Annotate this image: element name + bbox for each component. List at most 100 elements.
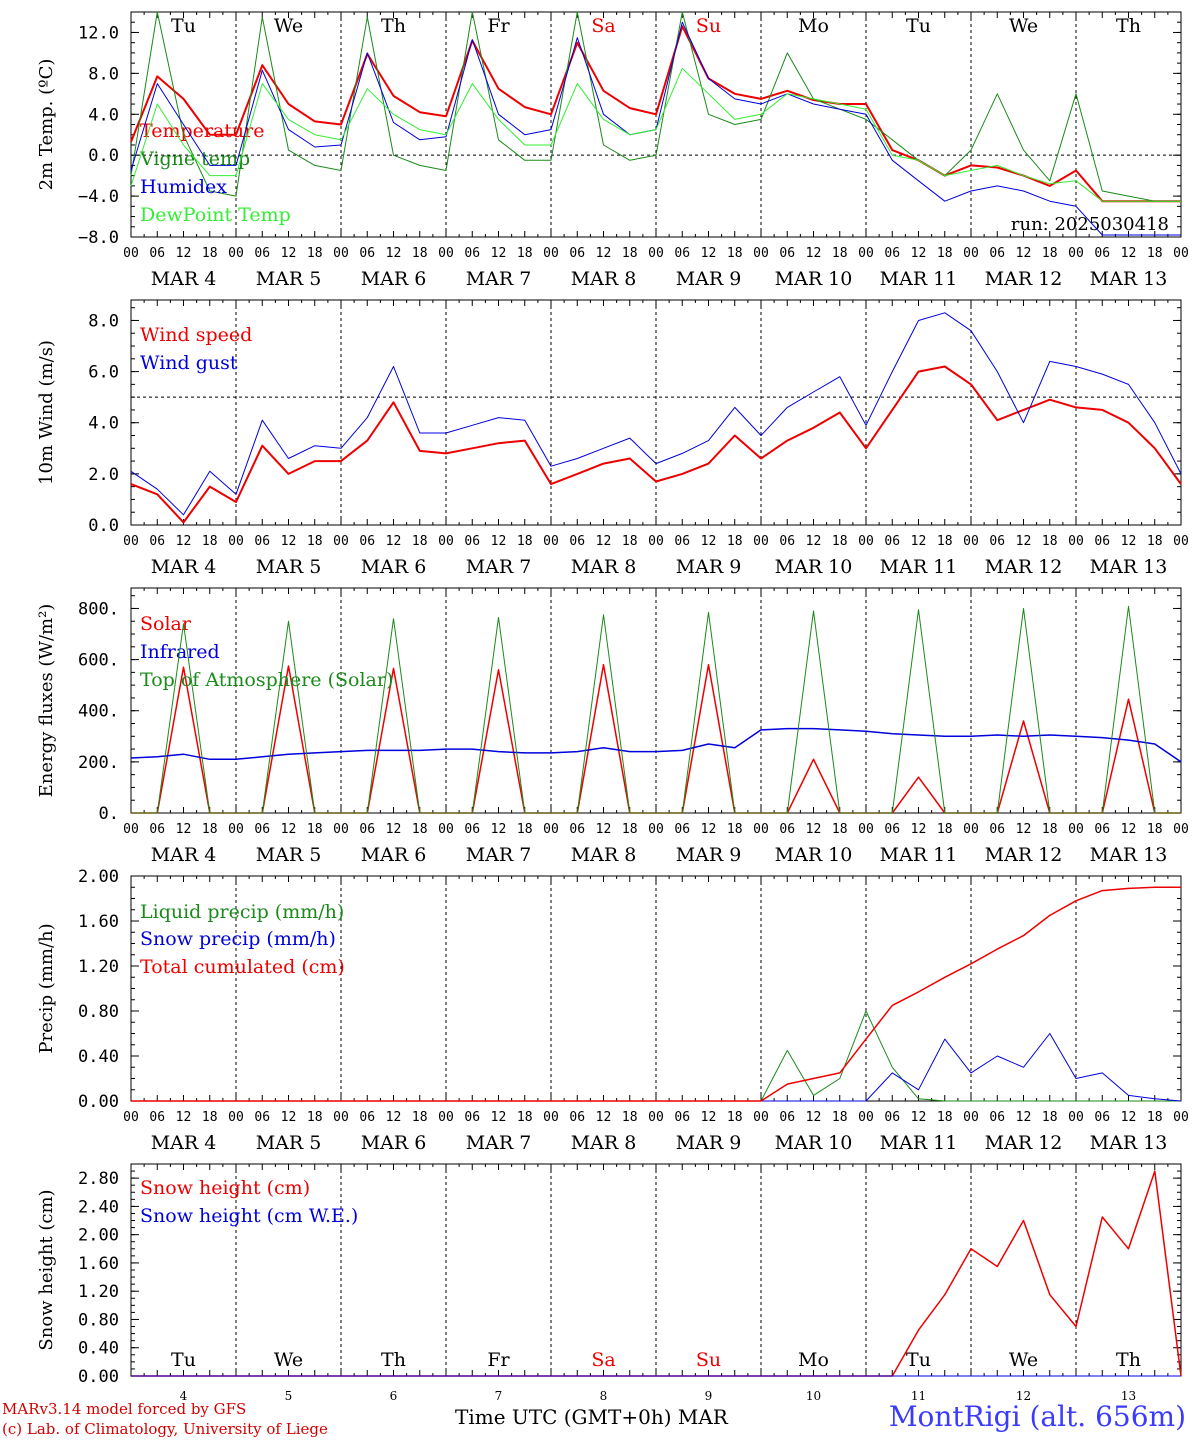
hour-label: 00 [963, 1110, 979, 1125]
day-date-label: MAR 5 [256, 844, 322, 866]
hour-label: 18 [937, 822, 953, 837]
hour-label: 00 [1068, 534, 1084, 549]
hour-label: 12 [1016, 1110, 1032, 1125]
hour-label: 06 [1094, 822, 1110, 837]
hour-label: 18 [937, 1110, 953, 1125]
hour-label: 06 [779, 822, 795, 837]
hour-label: 18 [937, 246, 953, 261]
day-date-label: MAR 8 [571, 556, 637, 578]
hour-label: 12 [596, 822, 612, 837]
hour-label: 12 [806, 534, 822, 549]
hour-label: 18 [307, 822, 323, 837]
hour-label: 18 [412, 246, 428, 261]
hour-label: 12 [596, 534, 612, 549]
y-tick-label: 12.0 [78, 23, 119, 43]
day-date-label: MAR 4 [151, 556, 217, 578]
day-date-label: MAR 9 [676, 556, 742, 578]
hour-label: 18 [307, 1110, 323, 1125]
y-tick-label: 600. [78, 651, 119, 671]
station-name: MontRigi (alt. 656m) [888, 1400, 1186, 1433]
hour-label: 00 [228, 534, 244, 549]
y-tick-label: 4.0 [88, 414, 119, 434]
y-tick-label: 0.0 [88, 146, 119, 166]
hour-label: 06 [359, 534, 375, 549]
weekday-label: Mo [798, 1349, 829, 1371]
hour-label: 06 [884, 822, 900, 837]
weekday-label: We [274, 1349, 303, 1371]
hour-label: 18 [202, 1110, 218, 1125]
hour-label: 18 [202, 534, 218, 549]
hour-label: 12 [1121, 822, 1137, 837]
hour-label: 06 [779, 1110, 795, 1125]
hour-label: 12 [806, 1110, 822, 1125]
series-line-total-cumulated-cm- [131, 886, 1181, 1102]
hour-label: 06 [254, 1110, 270, 1125]
legend-entry: Snow height (cm) [140, 1177, 310, 1199]
day-date-label: MAR 10 [775, 844, 853, 866]
hour-label: 00 [858, 534, 874, 549]
hour-label: 12 [281, 534, 297, 549]
y-tick-label: 1.60 [78, 912, 119, 932]
weekday-label: Tu [171, 1349, 196, 1371]
day-date-label: MAR 5 [256, 556, 322, 578]
hour-label: 00 [228, 1110, 244, 1125]
day-number-label: 13 [1121, 1389, 1136, 1403]
hour-label: 12 [281, 1110, 297, 1125]
day-date-label: MAR 12 [985, 268, 1063, 290]
hour-label: 18 [517, 246, 533, 261]
hour-label: 12 [1016, 246, 1032, 261]
hour-label: 18 [1042, 1110, 1058, 1125]
hour-label: 18 [202, 822, 218, 837]
day-date-label: MAR 7 [466, 1132, 532, 1154]
hour-label: 00 [1068, 822, 1084, 837]
day-date-label: MAR 9 [676, 268, 742, 290]
hour-label: 18 [622, 1110, 638, 1125]
hour-label: 00 [963, 534, 979, 549]
day-date-label: MAR 4 [151, 268, 217, 290]
y-tick-label: 800. [78, 599, 119, 619]
hour-label: 06 [464, 1110, 480, 1125]
hour-label: 18 [727, 822, 743, 837]
hour-label: 18 [1042, 534, 1058, 549]
day-date-label: MAR 5 [256, 1132, 322, 1154]
hour-label: 18 [202, 246, 218, 261]
y-axis-label: 2m Temp. (ºC) [36, 59, 57, 191]
day-date-label: MAR 13 [1090, 844, 1168, 866]
y-axis-label: 10m Wind (m/s) [36, 340, 57, 485]
legend-entry: Wind gust [140, 352, 238, 374]
legend-entry: Liquid precip (mm/h) [140, 901, 344, 923]
hour-label: 06 [674, 822, 690, 837]
hour-label: 18 [517, 1110, 533, 1125]
series-line-temperature [130, 25, 1181, 203]
y-tick-label: 1.20 [78, 1282, 119, 1302]
hour-label: 06 [674, 534, 690, 549]
day-number-label: 8 [600, 1389, 608, 1403]
hour-label: 12 [701, 1110, 717, 1125]
hour-label: 06 [989, 822, 1005, 837]
hour-label: 06 [149, 822, 165, 837]
hour-label: 18 [1042, 822, 1058, 837]
day-date-label: MAR 10 [775, 268, 853, 290]
hour-label: 12 [911, 534, 927, 549]
hour-label: 00 [543, 246, 559, 261]
series-line-wind-speed [130, 365, 1182, 524]
y-tick-label: 0.40 [78, 1339, 119, 1359]
hour-label: 18 [727, 534, 743, 549]
hour-label: 00 [228, 822, 244, 837]
day-number-label: 11 [911, 1389, 926, 1403]
day-date-label: MAR 9 [676, 844, 742, 866]
hour-label: 12 [176, 822, 192, 837]
y-tick-label: 2.40 [78, 1197, 119, 1217]
day-number-label: 7 [495, 1389, 503, 1403]
legend-entry: Total cumulated (cm) [140, 956, 345, 978]
hour-label: 06 [674, 246, 690, 261]
hour-label: 00 [438, 246, 454, 261]
y-tick-label: 4.0 [88, 105, 119, 125]
hour-label: 00 [1068, 246, 1084, 261]
day-number-label: 5 [285, 1389, 293, 1403]
y-tick-label: 8.0 [88, 311, 119, 331]
hour-label: 12 [386, 822, 402, 837]
weekday-label: Th [381, 15, 406, 37]
hour-label: 12 [1016, 822, 1032, 837]
hour-label: 12 [911, 246, 927, 261]
